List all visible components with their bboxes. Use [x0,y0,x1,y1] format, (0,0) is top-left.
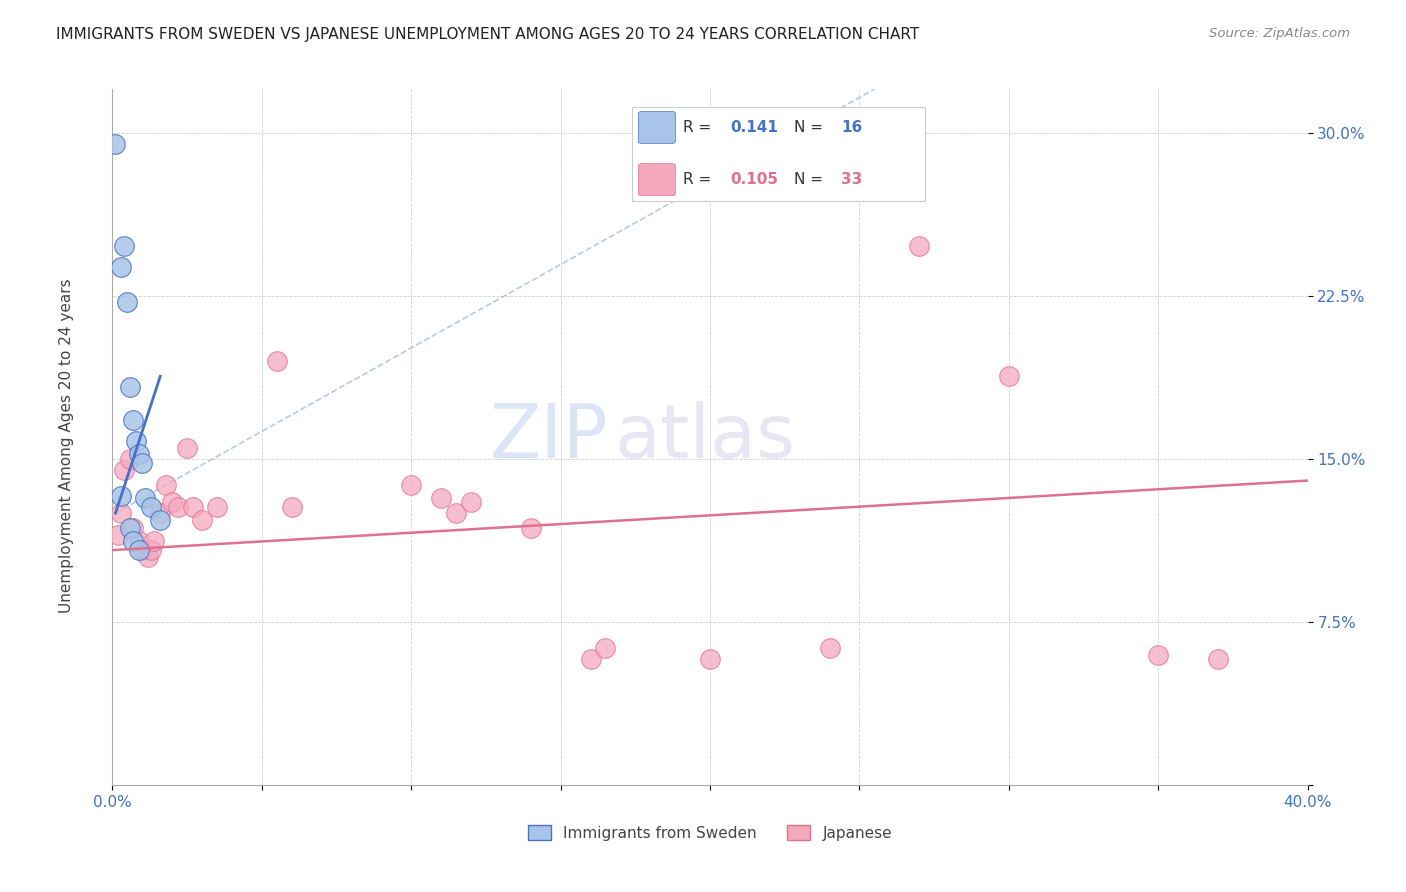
Text: Source: ZipAtlas.com: Source: ZipAtlas.com [1209,27,1350,40]
Point [114,463,135,477]
Point [444,506,467,520]
Point [120,380,142,394]
Point [128,534,150,549]
Point [167,500,190,514]
Point [122,521,145,535]
Point [149,506,172,520]
FancyBboxPatch shape [633,106,925,201]
Point [181,500,204,514]
Text: 33: 33 [842,172,863,187]
Point [125,434,148,449]
Legend: Immigrants from Sweden, Japanese: Immigrants from Sweden, Japanese [522,819,898,847]
Point [266,354,288,368]
Point [155,478,177,492]
Point [595,640,617,655]
Text: N =: N = [794,172,828,187]
FancyBboxPatch shape [638,163,675,195]
Point [141,500,163,514]
Point [122,534,145,549]
Point [699,652,721,666]
Text: N =: N = [794,120,828,135]
Text: 0.141: 0.141 [730,120,779,135]
Text: atlas: atlas [614,401,796,474]
Point [520,521,543,535]
Point [149,513,172,527]
Point [1206,652,1229,666]
Point [107,528,129,542]
Text: IMMIGRANTS FROM SWEDEN VS JAPANESE UNEMPLOYMENT AMONG AGES 20 TO 24 YEARS CORREL: IMMIGRANTS FROM SWEDEN VS JAPANESE UNEMP… [56,27,920,42]
Point [998,369,1021,384]
Point [430,491,453,505]
Point [191,513,214,527]
Point [110,260,132,275]
Point [104,136,127,151]
Point [162,495,183,509]
Point [122,412,145,426]
Text: R =: R = [682,172,716,187]
Point [128,543,150,558]
Point [120,451,142,466]
Point [460,495,482,509]
FancyBboxPatch shape [638,112,675,144]
Point [110,506,132,520]
Point [908,238,931,253]
Point [128,447,150,462]
Point [143,534,166,549]
Point [131,543,153,558]
Point [141,543,163,558]
Point [1147,648,1170,662]
Point [205,500,228,514]
Point [110,489,132,503]
Point [131,456,153,470]
Text: 16: 16 [842,120,863,135]
Point [120,521,142,535]
Text: R =: R = [682,120,716,135]
Point [134,491,156,505]
Text: 0.105: 0.105 [730,172,779,187]
Text: ZIP: ZIP [489,401,609,474]
Point [176,441,198,455]
Point [818,640,841,655]
Point [401,478,423,492]
Point [114,238,135,253]
Point [138,549,160,564]
Point [579,652,602,666]
Point [117,295,139,310]
Text: Unemployment Among Ages 20 to 24 years: Unemployment Among Ages 20 to 24 years [59,278,73,614]
Point [281,500,304,514]
